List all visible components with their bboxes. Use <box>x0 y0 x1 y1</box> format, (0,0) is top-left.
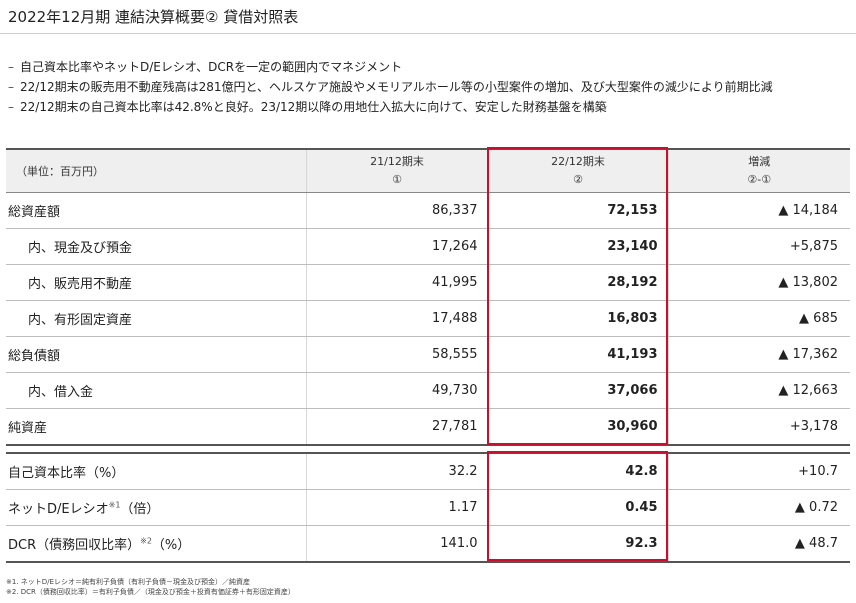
bullet-item: –22/12期末の販売用不動産残高は281億円と、ヘルスケア施設やメモリアルホー… <box>8 80 773 94</box>
table-header-row: （単位：百万円） 21/12期末 ① 22/12期末 ② 増減 ②-① <box>6 148 850 193</box>
footnote: ※2. DCR（債務回収比率）＝有利子負債／（現金及び預金＋投資有価証券＋有形固… <box>6 588 295 596</box>
unit-label: （単位：百万円） <box>6 148 307 193</box>
footnote-marker: ※1 <box>108 500 121 510</box>
footnotes: ※1. ネットD/Eレシオ＝純有利子負債（有利子負債－現金及び預金）／純資産 ※… <box>6 577 295 597</box>
ratio-label: ネットD/Eレシオ※1（倍） <box>6 489 307 526</box>
bullet-marker: – <box>8 80 14 94</box>
balance-sheet-table: （単位：百万円） 21/12期末 ① 22/12期末 ② 増減 ②-① 総資産額 86… <box>6 148 850 563</box>
col-header-prev: 21/12期末 ① <box>306 148 489 193</box>
table-row: 内、借入金 49,730 37,066 ▲ 12,663 <box>6 372 850 409</box>
section-gap <box>6 445 850 454</box>
bullet-item: – 自己資本比率やネットD/Eレシオ、DCRを一定の範囲内でマネジメント <box>8 60 403 74</box>
highlight-box-balance <box>487 147 668 445</box>
footnote-marker: ※2 <box>140 536 152 546</box>
table-row: 内、販売用不動産 41,995 28,192 ▲ 13,802 <box>6 264 850 301</box>
col-header-current: 22/12期末 ② <box>488 148 669 193</box>
table-row: 内、有形固定資産 17,488 16,803 ▲ 685 <box>6 300 850 337</box>
table-row: 内、現金及び預金 17,264 23,140 +5,875 <box>6 228 850 265</box>
col-header-change: 増減 ②-① <box>668 148 850 193</box>
ratio-label: 自己資本比率（%） <box>6 453 307 490</box>
bullet-marker: – <box>8 60 14 74</box>
footnote: ※1. ネットD/Eレシオ＝純有利子負債（有利子負債－現金及び預金）／純資産 <box>6 578 250 586</box>
ratio-row: DCR（債務回収比率）※2（%） 141.0 92.3 ▲ 48.7 <box>6 525 850 563</box>
page-title: 2022年12月期 連結決算概要② 貸借対照表 <box>8 8 299 26</box>
title-divider <box>0 33 856 34</box>
ratio-label: DCR（債務回収比率）※2（%） <box>6 525 307 563</box>
ratio-row: ネットD/Eレシオ※1（倍） 1.17 0.45 ▲ 0.72 <box>6 489 850 526</box>
summary-bullets: – 自己資本比率やネットD/Eレシオ、DCRを一定の範囲内でマネジメント –22/… <box>8 57 773 117</box>
ratio-row: 自己資本比率（%） 32.2 42.8 +10.7 <box>6 453 850 490</box>
bullet-item: –22/12期末の自己資本比率は42.8%と良好。23/12期以降の用地仕入拡大… <box>8 100 607 114</box>
table-row: 総負債額 58,555 41,193 ▲ 17,362 <box>6 336 850 373</box>
table-row: 純資産 27,781 30,960 +3,178 <box>6 408 850 446</box>
highlight-box-ratios <box>487 451 668 561</box>
bullet-marker: – <box>8 100 14 114</box>
table-row: 総資産額 86,337 72,153 ▲ 14,184 <box>6 192 850 229</box>
